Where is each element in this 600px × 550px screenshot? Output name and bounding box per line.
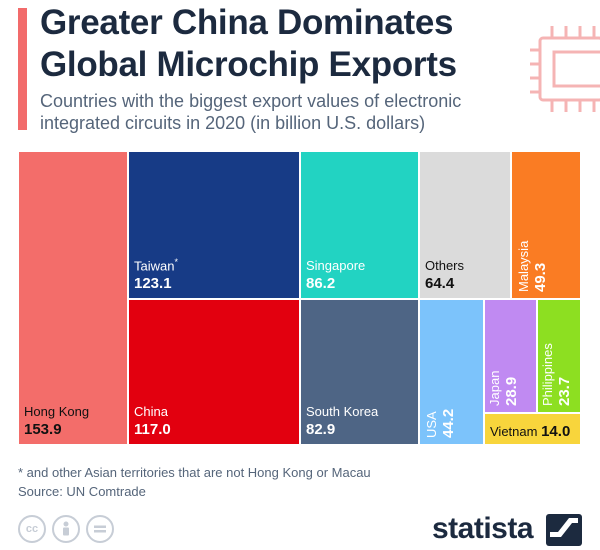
microchip-icon — [530, 26, 600, 112]
tile-value: 123.1 — [134, 275, 172, 292]
treemap-tile-hong-kong: Hong Kong 153.9 — [18, 151, 128, 445]
title-line-1: Greater China Dominates — [40, 3, 454, 42]
tile-label: Singapore — [306, 258, 366, 273]
treemap-tile-philippines: Philippines 23.7 — [537, 299, 581, 413]
treemap-tile-singapore: Singapore 86.2 — [300, 151, 419, 299]
chart-title: Greater China Dominates Global Microchip… — [40, 2, 510, 86]
tile-value: 117.0 — [134, 421, 171, 438]
tile-label: China — [134, 404, 168, 419]
title-line-2: Global Microchip Exports — [40, 45, 457, 84]
subtitle-line-2: integrated circuits in 2020 (in billion … — [40, 113, 426, 133]
creative-commons-icon[interactable]: cc — [18, 515, 46, 543]
no-derivatives-icon[interactable] — [86, 515, 114, 543]
treemap-tile-usa: USA 44.2 — [419, 299, 484, 445]
treemap-tile-taiwan: Taiwan* 123.1 — [128, 151, 300, 299]
treemap-tile-malaysia: Malaysia 49.3 — [511, 151, 581, 299]
statista-logo-icon[interactable] — [546, 514, 582, 546]
statista-logo-text[interactable]: statista — [432, 512, 534, 545]
tile-label: Malaysia — [516, 240, 531, 292]
tile-label: Vietnam — [490, 424, 538, 439]
tile-label: Japan — [487, 370, 502, 406]
tile-rotated-label: Japan 28.9 — [487, 304, 521, 410]
chart-subtitle: Countries with the biggest export values… — [40, 90, 540, 134]
tile-value: 82.9 — [306, 421, 336, 438]
treemap-tile-china: China 117.0 — [128, 299, 300, 445]
tile-label: Philippines — [540, 343, 555, 406]
tile-rotated-label: Malaysia 49.3 — [516, 156, 550, 296]
tile-value: 64.4 — [425, 275, 455, 292]
source-text: Source: UN Comtrade — [18, 484, 146, 499]
license-icons: cc — [18, 515, 114, 545]
treemap-tile-vietnam: Vietnam 14.0 — [484, 413, 581, 445]
tile-footnote-marker: * — [174, 256, 178, 267]
tile-label: USA — [424, 411, 439, 438]
subtitle-line-1: Countries with the biggest export values… — [40, 91, 462, 111]
tile-rotated-label: USA 44.2 — [424, 304, 458, 442]
tile-value: 14.0 — [541, 423, 571, 440]
tile-label: Taiwan* — [134, 256, 178, 273]
tile-inline-label: Vietnam 14.0 — [490, 423, 570, 441]
tile-label: Hong Kong — [24, 404, 90, 419]
treemap-tile-others: Others 64.4 — [419, 151, 511, 299]
tile-value: 86.2 — [306, 275, 336, 292]
treemap-tile-japan: Japan 28.9 — [484, 299, 537, 413]
tile-label: Others — [425, 258, 465, 273]
tile-value: 28.9 — [503, 376, 520, 406]
tile-rotated-label: Philippines 23.7 — [540, 304, 574, 410]
tile-value: 49.3 — [532, 262, 549, 292]
treemap-tile-south-korea: South Korea 82.9 — [300, 299, 419, 445]
chart-footer: * and other Asian territories that are n… — [18, 463, 371, 501]
title-accent-bar — [18, 8, 27, 130]
treemap-chart: Hong Kong 153.9 Taiwan* 123.1 China 117.0 Sing… — [18, 151, 581, 445]
tile-label: South Korea — [306, 404, 379, 419]
tile-value: 153.9 — [24, 421, 62, 438]
tile-value: 23.7 — [556, 376, 573, 406]
tile-value: 44.2 — [440, 408, 457, 438]
attribution-icon[interactable] — [52, 515, 80, 543]
footnote-text: * and other Asian territories that are n… — [18, 465, 371, 480]
